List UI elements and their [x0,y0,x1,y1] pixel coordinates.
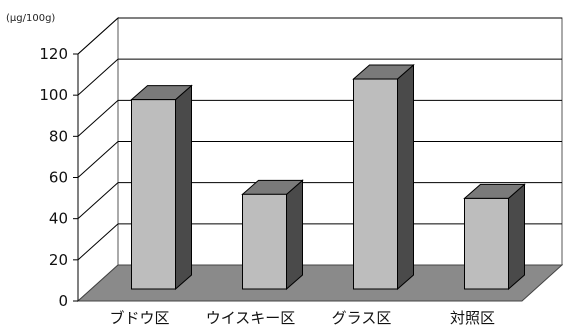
y-tick-label: 80 [49,127,68,145]
x-axis-labels: ブドウ区 ウイスキー区 グラス区 対照区 [109,309,495,327]
x-category-label: 対照区 [450,309,495,327]
bar-front [242,193,287,290]
bar-front [464,197,509,290]
gridline-side [77,99,119,137]
gridline-side [77,223,119,261]
bars [130,63,526,291]
y-tick-label: 20 [49,251,68,269]
bar-side [175,84,192,291]
bar-front [353,78,398,290]
y-tick-label: 120 [39,45,68,63]
bar [352,63,415,291]
y-tick-label: 40 [49,210,68,228]
gridline-side [77,17,119,55]
bar [130,84,193,291]
gridline-side [77,182,119,220]
y-tick-label: 0 [58,292,68,310]
y-axis-ticks: 0 20 40 60 80 100 120 [39,45,79,310]
bar-side [508,183,525,291]
chart-floor [76,264,563,302]
bar-front [131,99,176,290]
y-unit-label: (μg/100g) [6,13,55,24]
x-category-label: ブドウ区 [109,309,169,327]
floor [76,264,563,302]
gridline-side [77,58,119,96]
y-tick-label: 100 [39,86,68,104]
x-category-label: グラス区 [332,309,392,327]
bar [241,179,304,291]
bar [463,183,526,291]
x-category-label: ウイスキー区 [206,309,296,327]
y-tick-label: 60 [49,169,68,187]
gridline-side [77,141,119,178]
bar-side [397,63,414,291]
bar-side [286,179,303,291]
